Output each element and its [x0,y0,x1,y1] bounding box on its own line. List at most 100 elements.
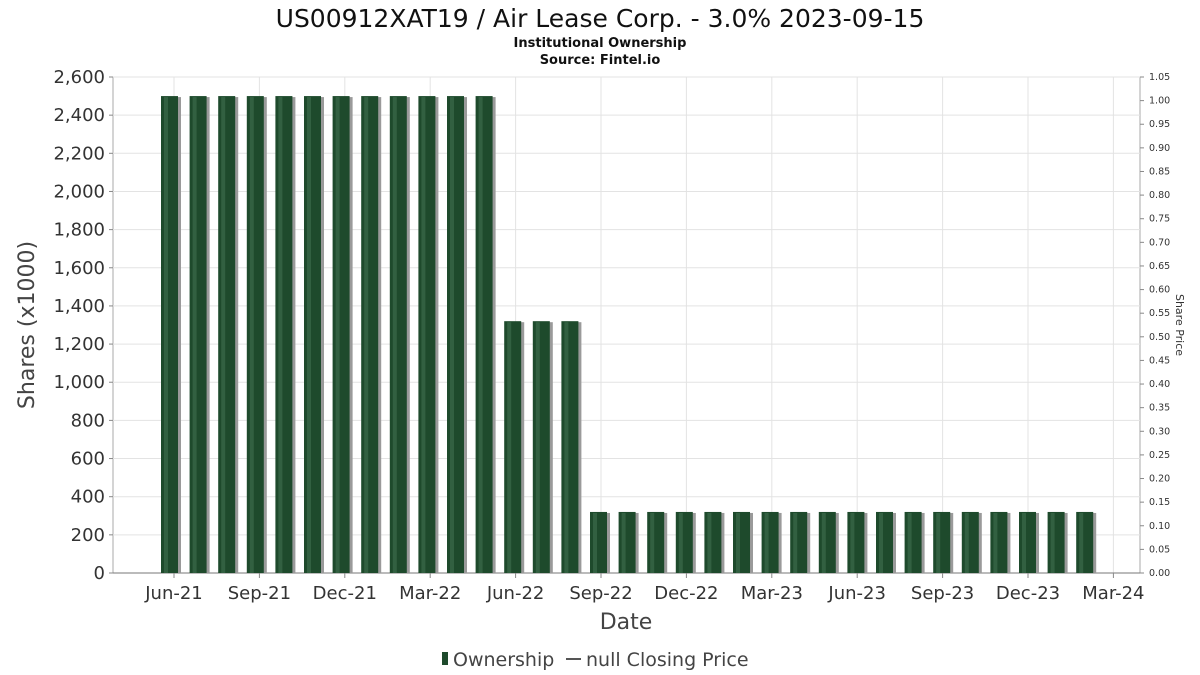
bar-highlight [621,512,626,573]
bar [304,96,324,574]
bar-highlight [650,512,655,573]
y-tick-label: 600 [71,449,105,470]
x-tick-label: Sep-21 [228,583,291,604]
y2-tick-label: 0.75 [1149,214,1170,225]
y2-tick-label: 0.00 [1149,568,1170,579]
x-tick-label: Mar-23 [741,583,803,604]
x-tick-label: Sep-22 [569,583,632,604]
bar-body [332,96,350,574]
y2-tick-label: 0.05 [1149,544,1170,555]
y-tick-label: 1,400 [53,296,105,317]
x-tick-label: Sep-23 [911,583,974,604]
bar-highlight [307,97,311,574]
bar-highlight [879,512,883,573]
bar [389,96,410,574]
bar [876,511,896,573]
x-tick-label: Dec-23 [996,583,1060,604]
bar-body [590,511,607,573]
y2-tick-label: 0.65 [1149,261,1170,272]
y-tick-label: 800 [71,410,105,431]
bar-body [532,321,550,573]
bar-body [246,96,264,574]
bar-body [561,321,579,573]
y-tick-label: 2,400 [53,105,105,126]
bar [761,511,782,573]
y2-tick-label: 0.50 [1149,332,1170,343]
y-tick-label: 1,200 [53,334,105,355]
bar [418,96,439,574]
y-tick-label: 2,600 [53,67,105,88]
y-tick-label: 1,000 [53,372,105,393]
legend-ownership-swatch [442,652,448,665]
bar-body [618,511,636,573]
y-axis-label: Shares (x1000) [15,241,40,409]
x-tick-label: Dec-21 [313,583,377,604]
y2-tick-label: 0.35 [1149,403,1170,414]
chart-source: Source: Fintel.io [540,53,661,68]
bar-body [790,511,808,573]
bar-highlight [593,512,597,573]
y2-tick-label: 0.30 [1149,426,1170,437]
chart-subtitle: Institutional Ownership [514,36,687,51]
y2-tick-label: 0.95 [1149,119,1170,130]
bar-highlight [707,512,712,573]
bar [704,511,725,573]
bar-body [933,511,951,573]
bar-highlight [364,97,369,574]
bar-highlight [1079,512,1084,573]
bar-highlight [392,97,397,574]
bar [647,511,668,573]
bar-highlight [1050,512,1055,573]
y2-axis-ticks: 0.00 0.05 0.10 0.15 0.20 0.25 0.30 0.35 0.40 0.45… [1140,72,1170,579]
bar-body [733,511,750,573]
bar [1076,511,1097,573]
bar-highlight [793,512,798,573]
bar-highlight [564,322,569,573]
bar [590,511,610,573]
x-tick-label: Mar-24 [1082,583,1144,604]
x-axis-ticks: Jun-21 Sep-21 Dec-21 Mar-22 Jun-22 Sep-22 Dec-… [144,573,1145,604]
y2-tick-label: 0.80 [1149,190,1170,201]
bar-highlight [907,512,912,573]
bar-body [818,511,836,573]
x-axis-label: Date [600,610,653,635]
legend-ownership-label: Ownership [453,649,554,671]
bar-highlight [678,512,683,573]
bar [990,511,1011,573]
bar [561,321,582,573]
bar-highlight [507,322,512,573]
bar [847,511,868,573]
bar [675,511,696,573]
y-tick-label: 1,800 [53,220,105,241]
bar [733,511,753,573]
bar-body [361,96,379,574]
bar-body [504,321,522,573]
bar-body [1047,511,1065,573]
bar-body [761,511,779,573]
bar-body [1076,511,1094,573]
bar-highlight [278,97,283,574]
y-tick-label: 2,200 [53,143,105,164]
bar [818,511,839,573]
bar-body [647,511,665,573]
x-tick-label: Dec-22 [654,583,718,604]
bar-highlight [450,97,454,574]
y-tick-label: 2,000 [53,181,105,202]
bar [275,96,296,574]
bar [1019,511,1039,573]
bar [618,511,639,573]
bar-highlight [936,512,941,573]
bar-highlight [764,512,769,573]
bar-highlight [821,512,826,573]
bar [218,96,239,574]
bar-body [161,96,178,574]
bar-body [876,511,893,573]
bar-highlight [736,512,740,573]
bar [189,96,210,574]
x-tick-label: Jun-21 [144,583,203,604]
y2-tick-label: 0.25 [1149,450,1170,461]
bar-body [961,511,979,573]
bar-body [447,96,464,574]
plot-area [112,76,1141,574]
